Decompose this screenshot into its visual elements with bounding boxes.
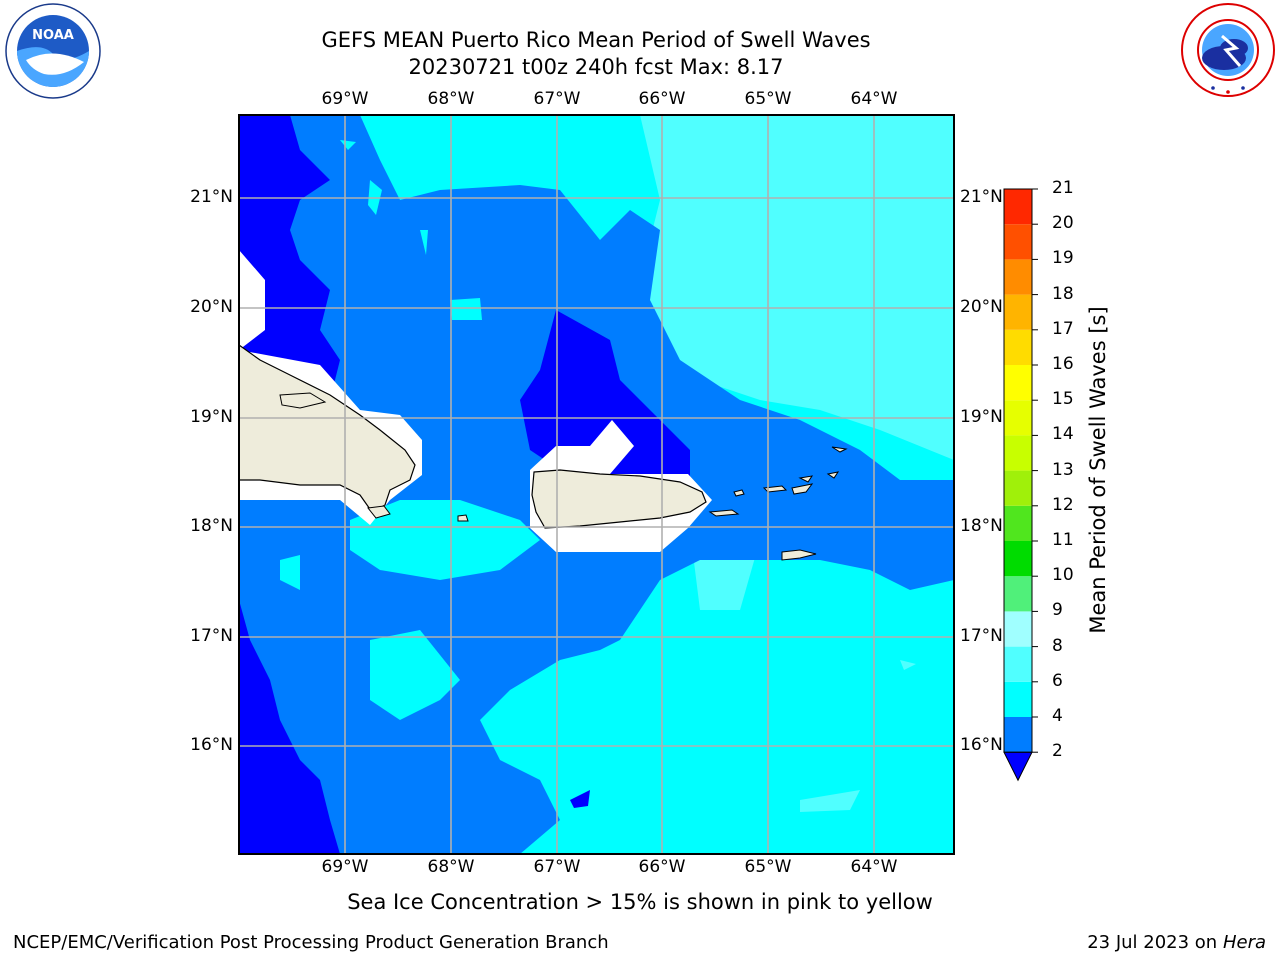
colorbar-tick-label: 15 (1052, 389, 1074, 410)
colorbar-tick-label: 12 (1052, 494, 1074, 515)
colorbar-segment (1004, 717, 1032, 753)
lat-label-right: 20°N (960, 297, 1003, 317)
noaa-logo-text: NOAA (32, 28, 74, 43)
lon-label-top: 67°W (533, 89, 581, 109)
colorbar-segment (1004, 681, 1032, 717)
lon-label-bottom: 67°W (533, 857, 581, 877)
colorbar-tick-label: 17 (1052, 318, 1074, 339)
lat-label-left: 18°N (190, 516, 233, 536)
colorbar-tick-label: 21 (1052, 178, 1074, 198)
colorbar-tick-label: 9 (1052, 600, 1063, 621)
host-text: Hera (1222, 932, 1266, 953)
lon-label-bottom: 69°W (321, 857, 369, 877)
contour-fill-layer (239, 115, 954, 854)
colorbar-tick-label: 4 (1052, 706, 1063, 726)
colorbar-tick-label: 16 (1052, 354, 1074, 374)
colorbar-segment (1004, 435, 1032, 471)
lat-label-right: 19°N (960, 407, 1003, 427)
colorbar (1003, 188, 1038, 782)
colorbar-segment (1004, 576, 1032, 612)
colorbar-segment (1004, 611, 1032, 647)
lon-label-bottom: 66°W (638, 857, 686, 877)
colorbar-tick-label: 11 (1052, 530, 1074, 550)
credit-text: NCEP/EMC/Verification Post Processing Pr… (13, 932, 609, 953)
colorbar-title: Mean Period of Swell Waves [s] (1086, 306, 1110, 634)
colorbar-segment (1004, 646, 1032, 682)
map-subtitle: 20230721 t00z 240h fcst Max: 8.17 (408, 55, 784, 79)
colorbar-tick-label: 19 (1052, 248, 1074, 269)
colorbar-segment (1004, 329, 1032, 365)
lon-label-top: 66°W (638, 89, 686, 109)
lon-label-bottom: 65°W (744, 857, 792, 877)
sea-ice-note: Sea Ice Concentration > 15% is shown in … (347, 890, 933, 914)
lat-label-left: 19°N (190, 407, 233, 427)
date-stamp: 23 Jul 2023 on Hera (1087, 932, 1266, 953)
colorbar-tick-label: 8 (1052, 635, 1063, 656)
lat-label-left: 17°N (190, 626, 233, 646)
lon-label-top: 69°W (321, 89, 369, 109)
lat-label-right: 16°N (960, 735, 1003, 755)
colorbar-tick-label: 20 (1052, 213, 1074, 234)
colorbar-tick-label: 18 (1052, 283, 1074, 304)
lon-label-top: 64°W (850, 89, 898, 109)
colorbar-segment (1004, 400, 1032, 436)
colorbar-tick-label: 14 (1052, 424, 1074, 445)
map-title: GEFS MEAN Puerto Rico Mean Period of Swe… (321, 28, 871, 52)
colorbar-tick-label: 2 (1052, 741, 1063, 762)
colorbar-segment (1004, 259, 1032, 295)
nws-logo (1178, 0, 1278, 104)
colorbar-tick-label: 10 (1052, 565, 1074, 586)
lat-label-right: 21°N (960, 187, 1003, 207)
graticule (239, 115, 954, 854)
colorbar-under-arrow (1003, 751, 1033, 782)
colorbar-tick-label: 6 (1052, 670, 1063, 691)
colorbar-segment (1004, 365, 1032, 401)
lat-label-right: 18°N (960, 516, 1003, 536)
noaa-logo: NOAA (4, 2, 102, 104)
date-text: 23 Jul 2023 on (1087, 932, 1218, 953)
lon-label-top: 65°W (744, 89, 792, 109)
lat-label-right: 17°N (960, 626, 1003, 646)
colorbar-segment (1004, 470, 1032, 506)
colorbar-segment (1004, 189, 1032, 225)
lon-label-bottom: 64°W (850, 857, 898, 877)
colorbar-tick-label: 13 (1052, 459, 1074, 480)
lat-label-left: 21°N (190, 187, 233, 207)
colorbar-segment (1004, 541, 1032, 577)
lon-label-bottom: 68°W (427, 857, 475, 877)
colorbar-segment (1004, 224, 1032, 260)
lon-label-top: 68°W (427, 89, 475, 109)
lat-label-left: 16°N (190, 735, 233, 755)
map-frame (238, 114, 955, 855)
lat-label-left: 20°N (190, 297, 233, 317)
colorbar-segment (1004, 505, 1032, 541)
colorbar-segment (1004, 294, 1032, 330)
